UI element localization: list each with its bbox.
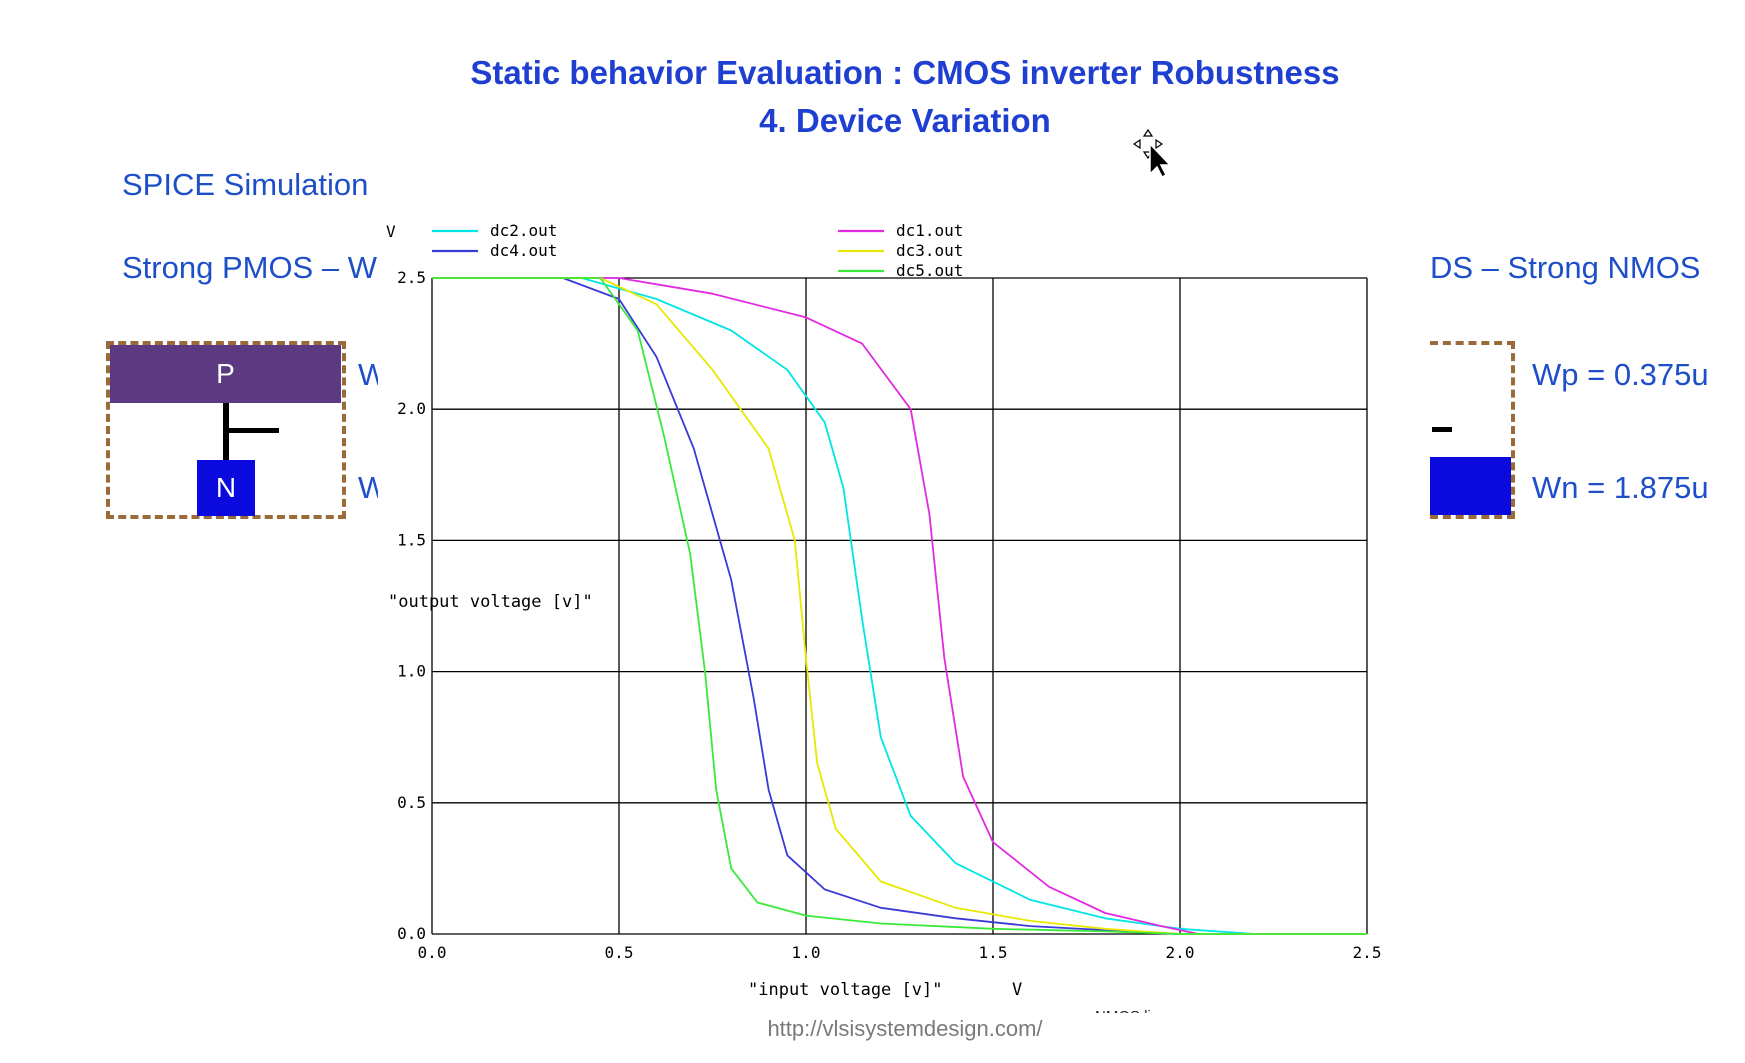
x-tick-label: 0.0 (418, 943, 447, 962)
pmos-block: P (110, 345, 341, 403)
y-tick-label: 1.5 (397, 530, 426, 549)
wp-value-label: Wp = 0.375u (1532, 357, 1709, 392)
x-tick-label: 1.5 (979, 943, 1008, 962)
legend-label: dc2.out (490, 221, 557, 240)
x-tick-label: 0.5 (605, 943, 634, 962)
y-tick-label: 1.0 (397, 662, 426, 681)
spice-simulation-label: SPICE Simulation (122, 167, 369, 202)
y-axis-label: "output voltage [v]" (388, 592, 593, 612)
strong-nmos-label: DS – Strong NMOS (1430, 250, 1701, 285)
footer-url: http://vlsisystemdesign.com/ (767, 1016, 1043, 1041)
series-line-dc1-out (432, 277, 1367, 935)
chart-series-layer (432, 277, 1367, 935)
chart-grid (431, 277, 1368, 935)
x-tick-label: 1.0 (792, 943, 821, 962)
right-nmos-block (1430, 457, 1511, 515)
chart-ticks: 0.0 0.5 1.0 1.5 2.0 2.5 0.0 0.5 1.0 1.5 2.0 2.5 (397, 268, 1381, 962)
series-line-dc5-out (432, 277, 1367, 935)
gate-branch (223, 428, 279, 433)
move-cursor-icon (1132, 128, 1170, 178)
y-tick-label: 2.0 (397, 399, 426, 418)
legend-label: dc1.out (896, 221, 963, 240)
right-inverter-diagram-frame (1430, 341, 1515, 519)
nmos-block: N (197, 460, 255, 516)
y-unit-label: V (386, 222, 396, 241)
nmos-linear-fragment: NMOS linear (1095, 1002, 1181, 1013)
legend-label: dc5.out (896, 261, 963, 280)
strong-pmos-label: Strong PMOS – W (122, 250, 377, 285)
y-tick-label: 2.5 (397, 268, 426, 287)
y-tick-label: 0.5 (397, 793, 426, 812)
left-inverter-diagram-frame (106, 341, 346, 519)
x-tick-label: 2.0 (1166, 943, 1195, 962)
wn-value-label: Wn = 1.875u (1532, 470, 1709, 505)
y-tick-label: 0.0 (397, 924, 426, 943)
series-line-dc4-out (432, 277, 1367, 935)
x-axis-label: "input voltage [v]" (748, 980, 942, 1000)
x-tick-label: 2.5 (1353, 943, 1382, 962)
vtc-chart: 0.0 0.5 1.0 1.5 2.0 2.5 0.0 0.5 1.0 1.5 2.0 2.5 dc2… (378, 215, 1430, 1023)
series-line-dc3-out (432, 277, 1367, 935)
legend-label: dc3.out (896, 241, 963, 260)
slide-title: Static behavior Evaluation : CMOS invert… (470, 54, 1340, 91)
legend-label: dc4.out (490, 241, 557, 260)
x-unit-label: V (1012, 980, 1022, 1000)
right-gate-branch (1432, 427, 1452, 432)
series-line-dc2-out (432, 277, 1367, 935)
slide-subtitle: 4. Device Variation (759, 102, 1051, 139)
